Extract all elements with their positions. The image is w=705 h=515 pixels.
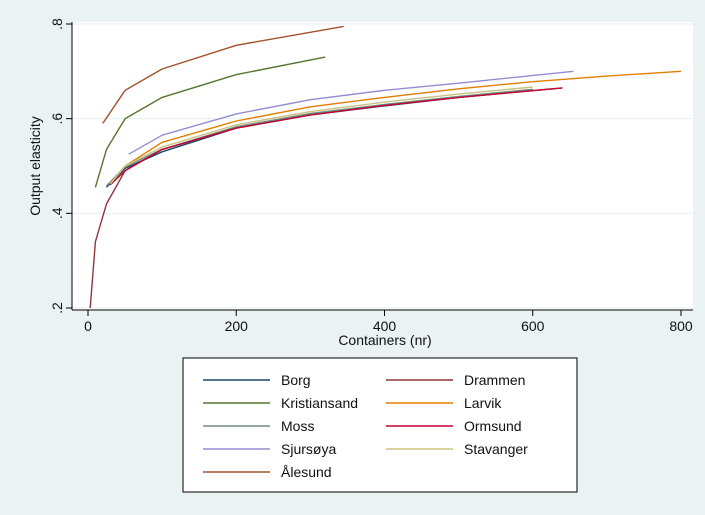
y-tick-label: .2 [49, 302, 65, 314]
axis-ticks: .2 .4 .6 .8 0 200 400 600 800 [49, 18, 693, 334]
series-line-sjursøya [128, 70, 574, 155]
series-line-kristiansand [94, 56, 326, 188]
y-tick-label: .6 [49, 113, 65, 125]
y-axis-title: Output elasticity [27, 116, 43, 216]
legend-label: Ålesund [281, 464, 332, 480]
legend-label: Moss [281, 418, 314, 434]
legend: Borg Drammen Kristiansand Larvik Moss Ormsund… [203, 372, 528, 480]
series-line-ormsund [109, 87, 563, 186]
legend-label: Stavanger [464, 441, 528, 457]
y-tick-label: .4 [49, 207, 65, 219]
x-axis-title: Containers (nr) [338, 332, 431, 348]
x-tick-label: 200 [225, 318, 249, 334]
x-tick-label: 400 [373, 318, 397, 334]
legend-label: Kristiansand [281, 395, 358, 411]
legend-label: Drammen [464, 372, 525, 388]
x-tick-label: 600 [521, 318, 545, 334]
series-line-stavanger [109, 86, 533, 185]
series-line-moss [105, 88, 533, 187]
legend-label: Sjursøya [281, 441, 336, 457]
series-lines [89, 25, 682, 309]
series-line-ålesund [102, 25, 344, 124]
y-tick-label: .8 [49, 18, 65, 30]
gridlines [72, 23, 693, 309]
series-line-larvik [109, 70, 682, 184]
x-tick-label: 0 [84, 318, 92, 334]
legend-label: Larvik [464, 395, 502, 411]
plot-area [72, 22, 693, 310]
x-tick-label: 800 [669, 318, 693, 334]
legend-label: Ormsund [464, 418, 522, 434]
legend-label: Borg [281, 372, 311, 388]
